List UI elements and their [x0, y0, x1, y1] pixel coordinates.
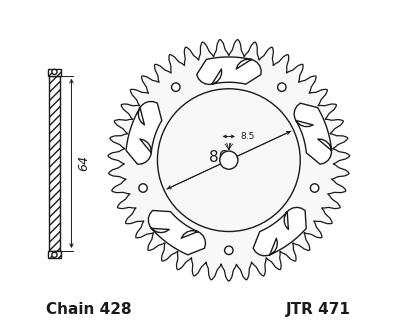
Polygon shape: [294, 103, 331, 164]
Polygon shape: [197, 57, 261, 84]
Circle shape: [278, 83, 286, 91]
Bar: [48, 69, 61, 76]
Bar: [49, 76, 60, 251]
Circle shape: [171, 83, 180, 91]
Polygon shape: [126, 102, 162, 164]
Text: 8.5: 8.5: [240, 132, 255, 141]
Text: 64: 64: [77, 155, 90, 171]
Circle shape: [52, 69, 57, 75]
Polygon shape: [108, 40, 350, 281]
Circle shape: [225, 246, 233, 254]
Text: Chain 428: Chain 428: [46, 303, 131, 317]
Bar: [48, 251, 61, 258]
Polygon shape: [253, 207, 306, 256]
Bar: [48, 69, 61, 76]
Bar: [48, 251, 61, 258]
Bar: [49, 76, 60, 251]
Circle shape: [139, 184, 147, 192]
Circle shape: [310, 184, 319, 192]
Polygon shape: [148, 211, 206, 255]
Circle shape: [220, 151, 238, 169]
Circle shape: [158, 89, 300, 232]
Text: 86: 86: [209, 150, 229, 165]
Circle shape: [52, 252, 57, 257]
Text: JTR 471: JTR 471: [286, 303, 350, 317]
